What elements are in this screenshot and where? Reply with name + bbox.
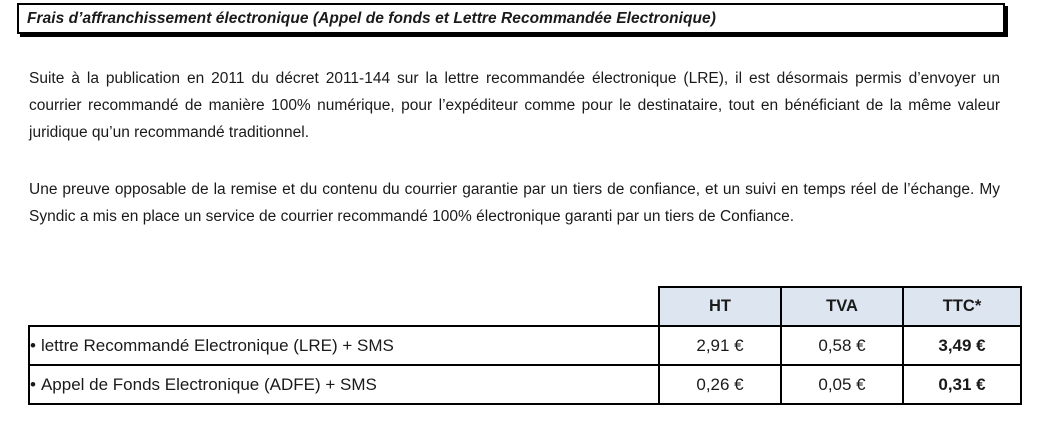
- paragraph-service-description: Une preuve opposable de la remise et du …: [29, 181, 1000, 225]
- cell-ht: 2,91 €: [658, 325, 782, 366]
- row-label-cell: • lettre Recommandé Electronique (LRE) + …: [28, 325, 660, 366]
- header-tva: TVA: [780, 286, 904, 327]
- cell-tva: 0,05 €: [780, 364, 904, 405]
- section-title-box: Frais d’affranchissement électronique (A…: [17, 3, 1005, 34]
- header-ttc: TTC*: [902, 286, 1022, 327]
- cell-ttc: 3,49 €: [902, 325, 1022, 366]
- table-header-row: HT TVA TTC*: [29, 286, 1022, 327]
- header-empty-cell: [29, 287, 659, 326]
- header-ht: HT: [658, 286, 782, 327]
- section-title: Frais d’affranchissement électronique (A…: [27, 9, 716, 27]
- table-row: • Appel de Fonds Electronique (ADFE) + SM…: [28, 364, 1022, 405]
- row-label: Appel de Fonds Electronique (ADFE) + SMS: [40, 374, 377, 394]
- paragraph-lre-decree: Suite à la publication en 2011 du décret…: [29, 70, 1000, 141]
- cell-ttc: 0,31 €: [902, 364, 1022, 405]
- fees-table: HT TVA TTC* • lettre Recommandé Electroni…: [28, 286, 1022, 405]
- table-row: • lettre Recommandé Electronique (LRE) + …: [28, 325, 1022, 366]
- bullet-icon: •: [30, 335, 36, 355]
- cell-tva: 0,58 €: [780, 325, 904, 366]
- row-label-cell: • Appel de Fonds Electronique (ADFE) + SM…: [28, 364, 660, 405]
- bullet-icon: •: [30, 374, 36, 394]
- cell-ht: 0,26 €: [658, 364, 782, 405]
- row-label: lettre Recommandé Electronique (LRE) + S…: [40, 335, 394, 355]
